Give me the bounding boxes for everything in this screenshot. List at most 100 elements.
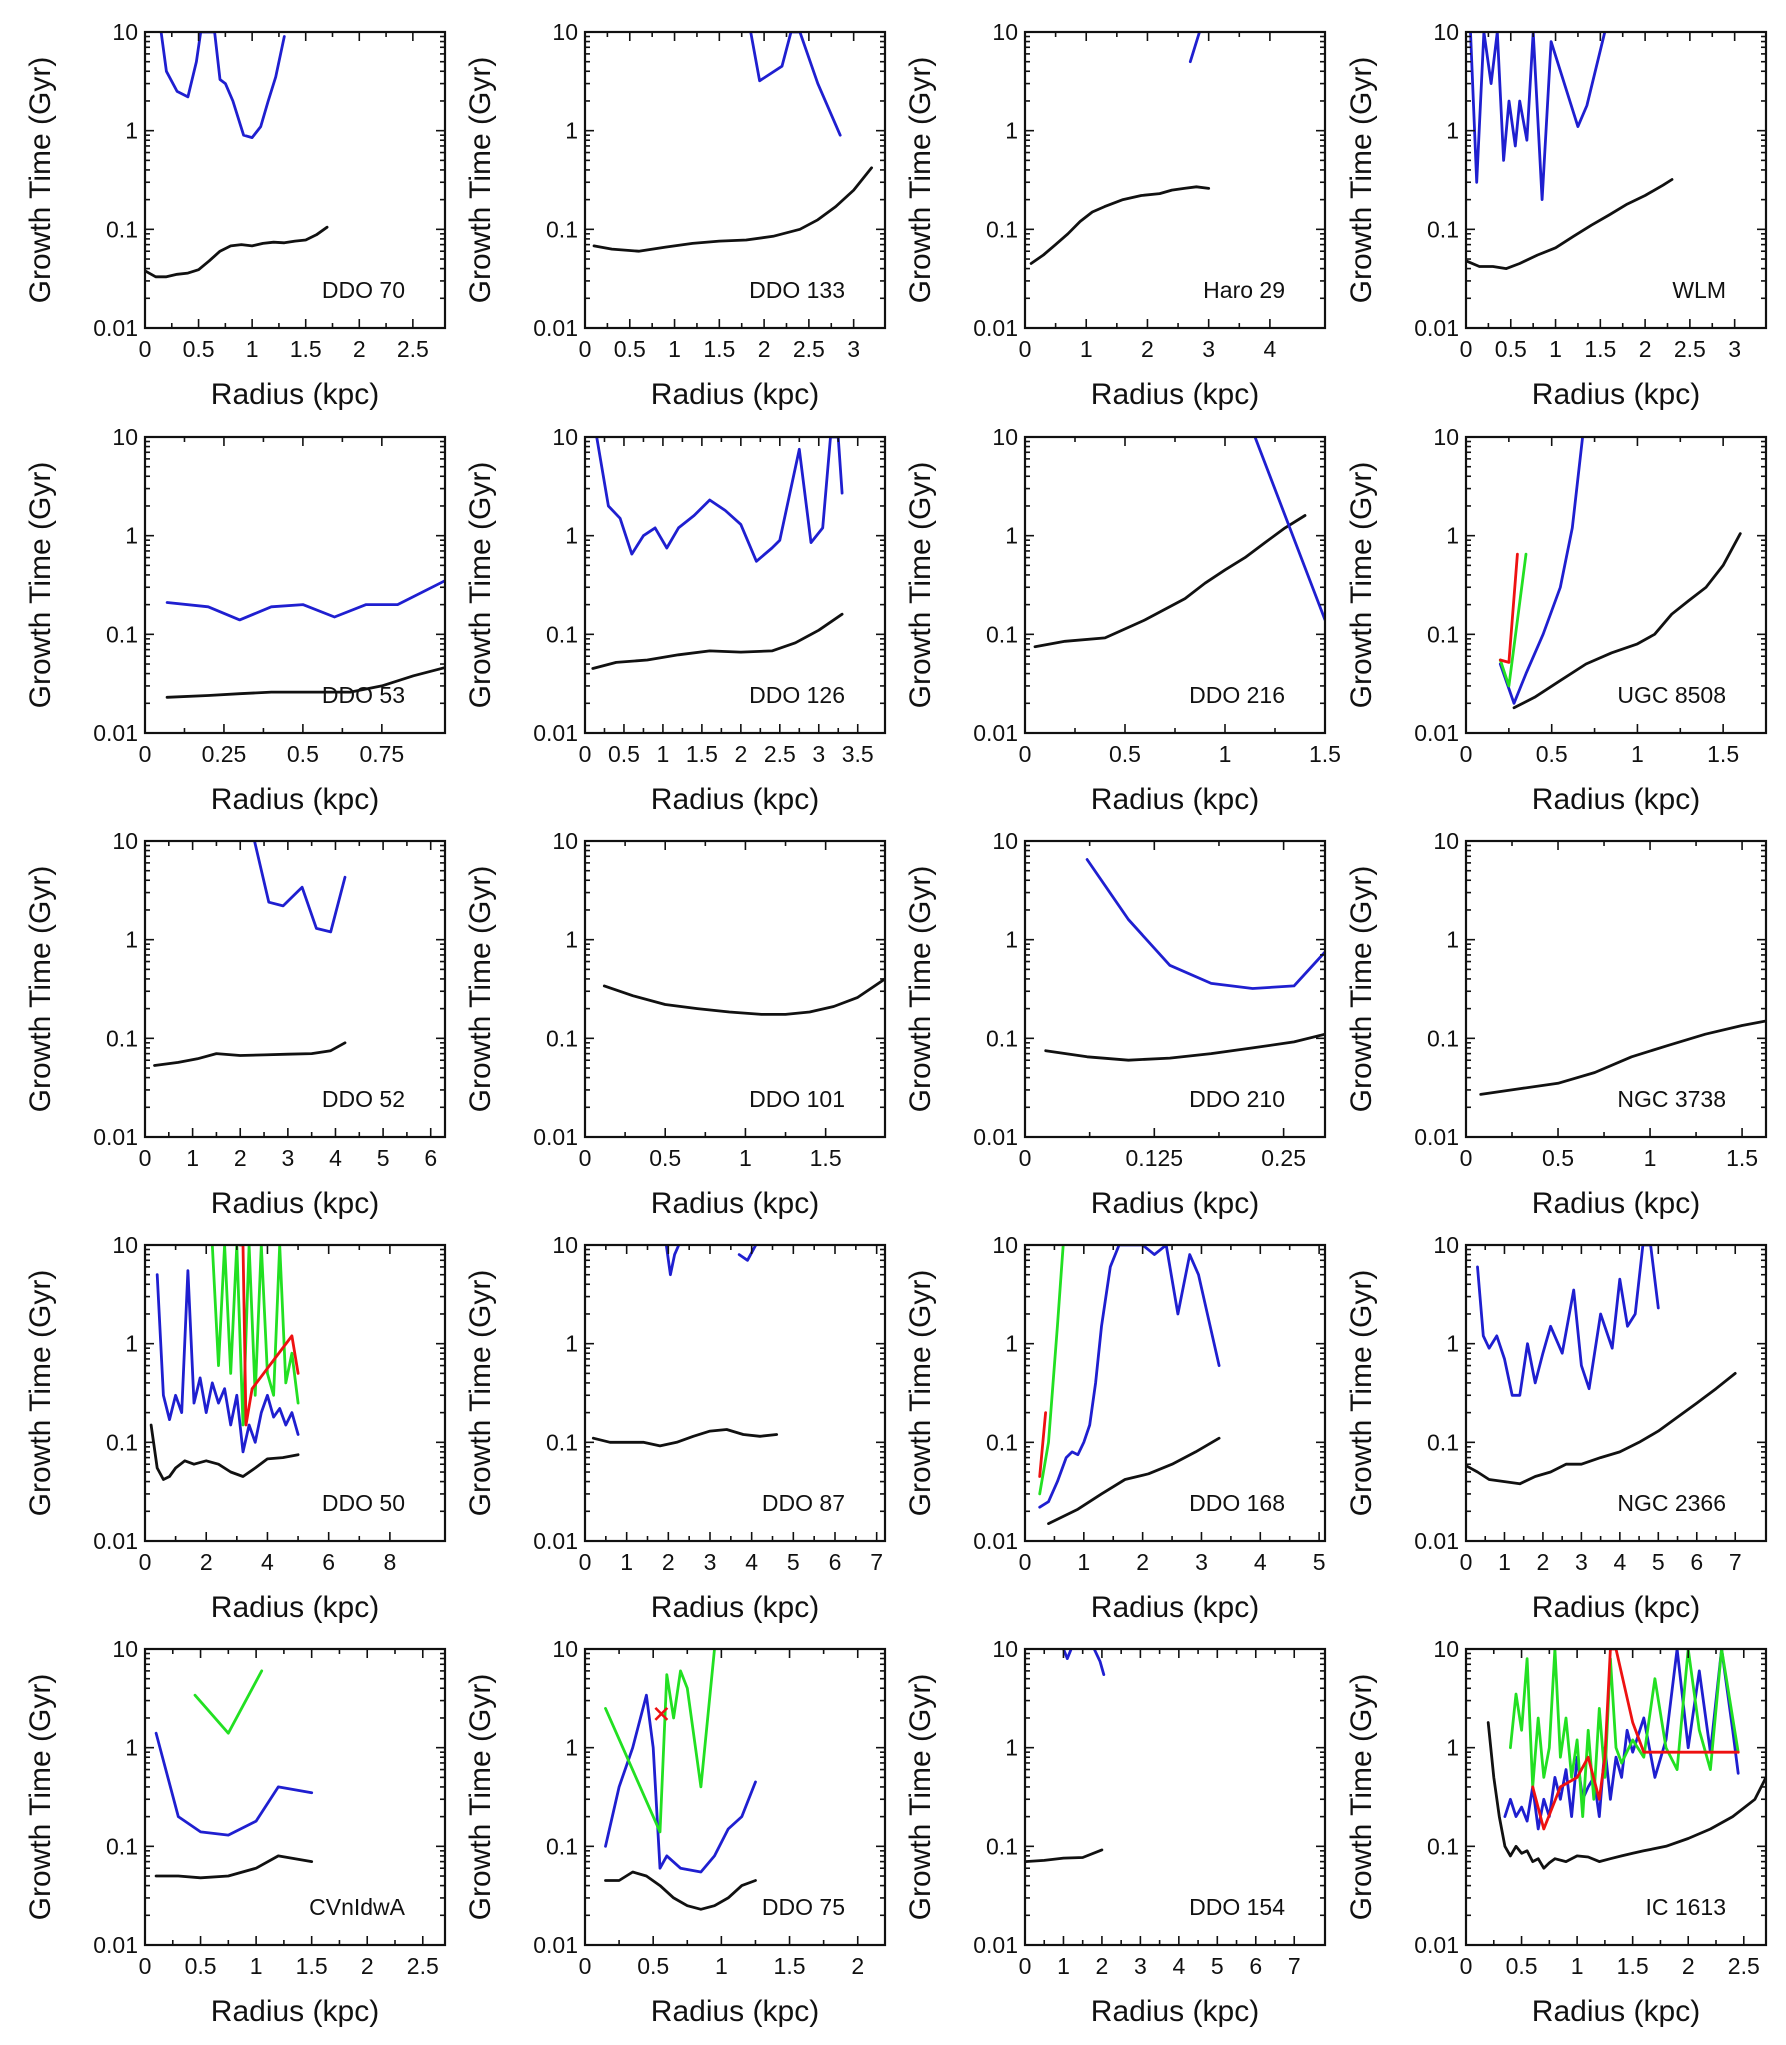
y-axis-label: Growth Time (Gyr) — [24, 462, 57, 709]
y-axis-label: Growth Time (Gyr) — [904, 57, 937, 304]
galaxy-label: WLM — [1672, 277, 1726, 303]
panel-ddo-133: 0.01 0.1 1 10 0 0.5 1 1.5 2 2.5 3 Radius (kpc) Growt… — [464, 19, 887, 411]
x-tick-label: 2 — [1682, 1953, 1695, 1979]
y-tick-label: 0.1 — [1427, 1429, 1459, 1455]
x-axis-label: Radius (kpc) — [1091, 1591, 1259, 1624]
x-tick-label: 1 — [668, 336, 681, 362]
series-group — [165, 579, 445, 699]
x-tick-label: 2 — [662, 1549, 675, 1575]
series-black-line — [1033, 514, 1307, 649]
y-tick-label: 10 — [1433, 19, 1459, 45]
x-tick-label: 5 — [1211, 1953, 1224, 1979]
y-axis-label: Growth Time (Gyr) — [464, 462, 497, 709]
x-tick-label: 2 — [1537, 1549, 1550, 1575]
y-axis-label: Growth Time (Gyr) — [464, 1270, 497, 1517]
series-black-line — [604, 1870, 757, 1911]
y-axis-label: Growth Time (Gyr) — [904, 462, 937, 709]
y-tick-label: 0.1 — [546, 621, 578, 647]
series-blue-line — [749, 32, 842, 137]
series-group — [1038, 1245, 1221, 1525]
x-tick-label: 0.5 — [1109, 741, 1141, 767]
panel-ddo-87: 0.01 0.1 1 10 0 1 2 3 4 5 6 7 Radius (kpc) Growth Tim… — [464, 1232, 887, 1624]
x-tick-label: 3 — [812, 741, 825, 767]
panel-ngc-3738: 0.01 0.1 1 10 0 0.5 1 1.5 Radius (kpc) Growth Tim… — [1345, 828, 1768, 1220]
series-group — [591, 1245, 779, 1448]
y-tick-label: 1 — [125, 1735, 138, 1761]
x-axis-label: Radius (kpc) — [211, 1591, 379, 1624]
y-tick-label: 1 — [1005, 1735, 1018, 1761]
galaxy-label: DDO 154 — [1189, 1894, 1285, 1920]
x-tick-label: 1 — [1077, 1549, 1090, 1575]
x-tick-label: 4 — [329, 1145, 342, 1171]
galaxy-label: DDO 53 — [322, 682, 405, 708]
x-tick-label: 0 — [1460, 336, 1473, 362]
x-axis-label: Radius (kpc) — [1532, 1187, 1700, 1220]
y-tick-label: 1 — [565, 523, 578, 549]
plot-frame — [583, 1243, 887, 1543]
y-tick-label: 10 — [992, 19, 1018, 45]
x-tick-label: 0 — [1019, 741, 1032, 767]
y-tick-label: 0.1 — [546, 1833, 578, 1859]
x-axis-label: Radius (kpc) — [211, 783, 379, 816]
series-green-line — [193, 1669, 264, 1735]
series-group — [145, 32, 329, 279]
x-tick-label: 0.25 — [202, 741, 247, 767]
y-axis-label: Growth Time (Gyr) — [464, 1674, 497, 1921]
plot-frame — [1023, 839, 1327, 1139]
x-tick-label: 3 — [1195, 1549, 1208, 1575]
series-blue-line — [737, 1245, 758, 1262]
x-tick-label: 0 — [579, 741, 592, 767]
plot-frame — [583, 839, 887, 1139]
x-tick-label: 0.125 — [1126, 1145, 1184, 1171]
x-axis-label: Radius (kpc) — [651, 1187, 819, 1220]
panel-ddo-216: 0.01 0.1 1 10 0 0.5 1 1.5 Radius (kpc) Growth Tim… — [904, 424, 1341, 816]
series-black-line — [592, 166, 873, 253]
galaxy-label: DDO 168 — [1189, 1490, 1285, 1516]
x-tick-label: 8 — [383, 1549, 396, 1575]
galaxy-label: DDO 101 — [749, 1086, 845, 1112]
y-tick-label: 0.01 — [973, 720, 1018, 746]
series-blue-line — [154, 1731, 314, 1837]
x-tick-label: 2 — [234, 1145, 247, 1171]
series-blue-line — [1253, 437, 1325, 622]
y-tick-label: 1 — [1005, 1331, 1018, 1357]
y-tick-label: 0.1 — [986, 1429, 1018, 1455]
x-tick-label: 3 — [704, 1549, 717, 1575]
series-group — [1033, 437, 1325, 649]
y-tick-label: 0.1 — [546, 216, 578, 242]
y-axis-label: Growth Time (Gyr) — [1345, 1270, 1378, 1517]
x-tick-label: 0 — [1460, 1549, 1473, 1575]
y-tick-label: 0.1 — [986, 216, 1018, 242]
x-tick-label: 0.5 — [649, 1145, 681, 1171]
y-tick-label: 0.01 — [973, 1124, 1018, 1150]
galaxy-label: DDO 52 — [322, 1086, 405, 1112]
series-blue-line — [1498, 437, 1584, 705]
x-tick-label: 1.5 — [703, 336, 735, 362]
x-tick-label: 3 — [1575, 1549, 1588, 1575]
x-tick-label: 1 — [1057, 1953, 1070, 1979]
plot-frame — [1464, 30, 1768, 330]
galaxy-label: CVnIdwA — [309, 1894, 406, 1920]
plot-frame — [143, 435, 447, 735]
panel-ddo-126: 0.01 0.1 1 10 0 0.5 1 1.5 2 2.5 3 3.5 Radius (kpc) Gr… — [464, 424, 887, 816]
x-tick-label: 6 — [1249, 1953, 1262, 1979]
y-tick-label: 0.1 — [986, 1833, 1018, 1859]
x-tick-label: 0.75 — [359, 741, 404, 767]
series-group — [154, 1669, 314, 1880]
series-group — [1029, 32, 1211, 265]
x-tick-label: 1.5 — [810, 1145, 842, 1171]
x-tick-label: 2.5 — [793, 336, 825, 362]
x-tick-label: 1 — [739, 1145, 752, 1171]
y-tick-label: 1 — [1446, 1735, 1459, 1761]
series-blue-line — [165, 579, 445, 622]
plot-frame — [1023, 1243, 1327, 1543]
y-tick-label: 0.01 — [533, 1124, 578, 1150]
y-tick-label: 10 — [1433, 1636, 1459, 1662]
x-tick-label: 1.5 — [686, 741, 718, 767]
y-tick-label: 1 — [1446, 118, 1459, 144]
y-tick-label: 10 — [112, 1232, 138, 1258]
y-tick-label: 10 — [552, 1232, 578, 1258]
x-tick-label: 1 — [620, 1549, 633, 1575]
